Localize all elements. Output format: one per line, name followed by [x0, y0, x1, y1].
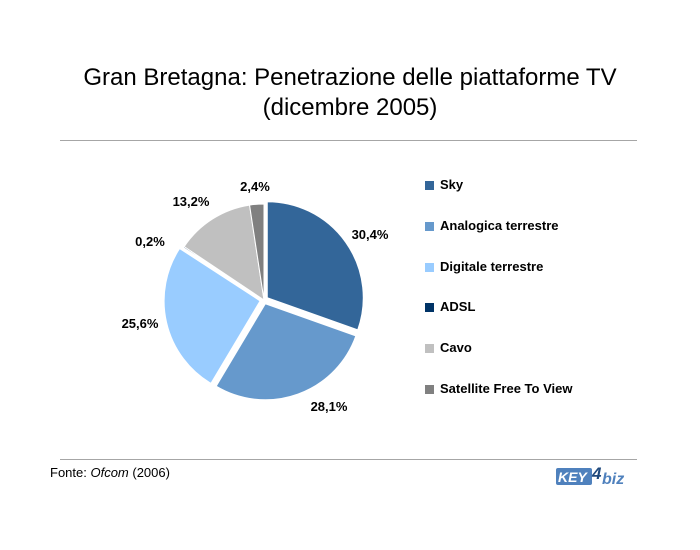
legend-label: Analogica terrestre: [440, 218, 559, 233]
legend-swatch: [425, 181, 434, 190]
pie-slice-analogica-terrestre: [215, 303, 357, 401]
data-label-digitale-terrestre: 25,6%: [122, 316, 159, 331]
logo-digit-text: 4: [591, 464, 602, 483]
legend-label: ADSL: [440, 299, 476, 314]
data-label-cavo: 13,2%: [173, 194, 210, 209]
source-name: Ofcom: [90, 465, 129, 480]
logo-biz-text: biz: [602, 471, 624, 488]
chart-title: Gran Bretagna: Penetrazione delle piatta…: [0, 63, 700, 123]
legend-swatch: [425, 385, 434, 394]
bottom-divider: [60, 459, 637, 460]
legend-item-adsl: ADSL: [425, 298, 590, 316]
legend-label: Cavo: [440, 340, 472, 355]
data-label-satellite-free-to-view: 2,4%: [240, 179, 270, 194]
legend-item-cavo: Cavo: [425, 339, 590, 357]
top-divider: [60, 140, 637, 141]
chart-title-line2: (dicembre 2005): [262, 94, 438, 121]
source-note: Fonte: Ofcom (2006): [50, 465, 170, 480]
key4biz-logo: KEY 4 biz: [556, 464, 624, 488]
legend-label: Satellite Free To View: [440, 381, 573, 396]
legend-swatch: [425, 344, 434, 353]
legend-swatch: [425, 263, 434, 272]
pie-slice-satellite-free-to-view: [248, 203, 265, 301]
data-label-adsl: 0,2%: [135, 234, 165, 249]
data-label-sky: 30,4%: [352, 227, 389, 242]
legend-item-sky: Sky: [425, 176, 590, 194]
legend-item-satellite-free-to-view: Satellite Free To View: [425, 380, 590, 398]
source-suffix: (2006): [128, 465, 170, 480]
legend-item-digitale-terrestre: Digitale terrestre: [425, 258, 590, 276]
logo-key-text: KEY: [558, 469, 588, 485]
data-label-analogica-terrestre: 28,1%: [311, 399, 348, 414]
pie-slice-sky: [266, 201, 364, 331]
legend-swatch: [425, 303, 434, 312]
chart-title-line1: Gran Bretagna: Penetrazione delle piatta…: [83, 64, 617, 91]
legend-item-analogica-terrestre: Analogica terrestre: [425, 217, 590, 235]
pie-chart: 30,4% 28,1% 25,6% 0,2% 13,2% 2,4%: [122, 179, 389, 414]
source-prefix: Fonte:: [50, 465, 91, 480]
logo-key-box: [556, 468, 592, 485]
legend-label: Sky: [440, 177, 464, 192]
pie-slice-digitale-terrestre: [163, 247, 261, 385]
pie-slice-cavo: [183, 204, 265, 302]
legend-label: Digitale terrestre: [440, 259, 544, 274]
legend-swatch: [425, 222, 434, 231]
